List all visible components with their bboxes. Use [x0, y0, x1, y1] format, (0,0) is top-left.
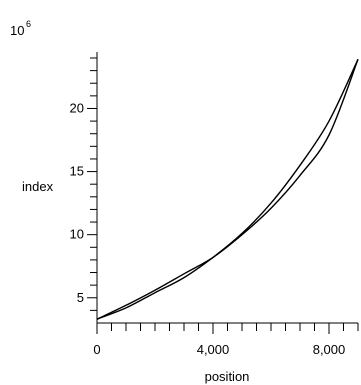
- y-axis-title: index: [22, 179, 54, 194]
- y-tick-label: 5: [77, 290, 84, 305]
- series-line-2: [96, 59, 359, 320]
- y-scale-label: 10 6: [10, 19, 31, 38]
- y-scale-base: 10: [10, 23, 24, 38]
- x-axis-ticks: 0 4,000 8,000: [93, 323, 359, 357]
- x-tick-label: 8,000: [313, 342, 346, 357]
- y-scale-exponent: 6: [26, 19, 31, 29]
- y-tick-label: 15: [70, 164, 84, 179]
- x-tick-label: 0: [93, 342, 100, 357]
- x-axis-title: position: [205, 369, 250, 384]
- series-line-1: [96, 59, 359, 320]
- y-axis-ticks: 5 10 15 20: [70, 57, 97, 311]
- y-tick-label: 10: [70, 227, 84, 242]
- x-tick-label: 4,000: [197, 342, 230, 357]
- y-tick-label: 20: [70, 100, 84, 115]
- plot-series: [96, 59, 359, 320]
